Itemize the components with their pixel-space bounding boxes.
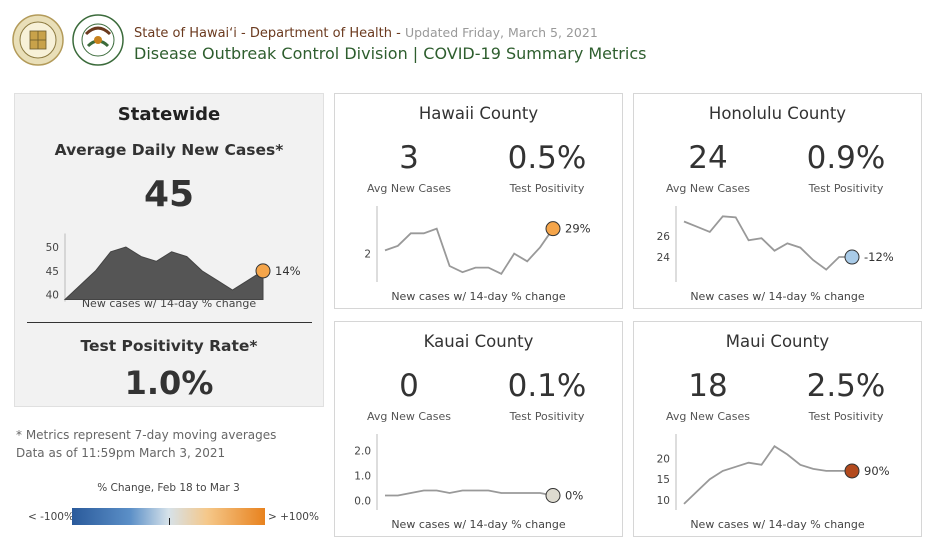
- pct-change-label: 29%: [565, 222, 591, 236]
- county-title: Hawaii County: [418, 104, 539, 123]
- y-tick-label: 40: [46, 290, 59, 302]
- cases-area: [63, 246, 264, 300]
- divider: [27, 322, 312, 323]
- chart-caption: New cases w/ 14-day % change: [391, 290, 566, 303]
- header-department: State of Hawaiʻi - Department of Health …: [134, 25, 598, 41]
- test-positivity-value: 0.9%: [806, 140, 886, 176]
- y-tick-label: 1.0: [354, 471, 371, 483]
- pct-change-label: -12%: [864, 250, 894, 264]
- pct-change-label: 0%: [565, 489, 583, 503]
- avg-new-cases-label: Avg New Cases: [366, 410, 451, 423]
- hawaii-county-panel: Hawaii County 3 0.5% Avg New Cases Test …: [334, 93, 623, 309]
- cases-line: [385, 489, 554, 497]
- avg-new-cases-label: Avg New Cases: [366, 182, 451, 195]
- test-positivity-value: 0.1%: [507, 368, 587, 404]
- y-tick-label: 26: [657, 231, 671, 243]
- cases-line: [683, 215, 852, 271]
- avg-new-cases-label: Avg New Cases: [665, 410, 750, 423]
- avg-new-cases-value: 24: [688, 140, 728, 176]
- test-positivity-label: Test Positivity: [509, 182, 585, 195]
- latest-point-marker: [844, 463, 860, 479]
- updated-date: Updated Friday, March 5, 2021: [404, 25, 598, 40]
- y-tick-label: 24: [657, 252, 671, 264]
- avg-new-cases-value: 3: [399, 140, 419, 176]
- y-tick-label: 0.0: [354, 496, 371, 508]
- maui-county-panel: Maui County 18 2.5% Avg New Cases Test P…: [633, 321, 922, 537]
- latest-point-marker: [545, 221, 561, 237]
- county-cases-chart: 20 15 10 90%: [657, 434, 890, 510]
- y-tick-label: 45: [46, 266, 59, 278]
- avg-cases-value: 45: [143, 174, 195, 215]
- test-positivity-value: 2.5%: [806, 368, 886, 404]
- y-tick-label: 2.0: [354, 446, 371, 458]
- y-tick-label: 2: [364, 249, 371, 261]
- state-seal-logo: [12, 14, 64, 66]
- chart-caption: New cases w/ 14-day % change: [690, 518, 865, 531]
- chart-caption: New cases w/ 14-day % change: [391, 518, 566, 531]
- county-title: Kauai County: [423, 332, 534, 351]
- cases-line: [683, 444, 852, 505]
- legend-color-bar: [72, 508, 265, 525]
- avg-cases-label: Average Daily New Cases*: [54, 141, 284, 159]
- pct-change-label: 14%: [275, 264, 301, 278]
- test-positivity-value: 0.5%: [507, 140, 587, 176]
- test-positivity-label: Test Positivity: [808, 182, 884, 195]
- legend-high-label: > +100%: [268, 511, 319, 523]
- test-positivity-value: 1.0%: [124, 364, 214, 402]
- statewide-cases-chart: 50 45 40 14%: [46, 233, 301, 302]
- statewide-panel: Statewide Average Daily New Cases* 45 50…: [14, 93, 324, 407]
- test-positivity-label: Test Positivity Rate*: [80, 337, 258, 355]
- legend-zero-tick: [169, 518, 170, 525]
- health-dept-logo: [72, 14, 124, 66]
- county-cases-chart: 2.0 1.0 0.0 0%: [354, 434, 583, 510]
- y-tick-label: 15: [657, 474, 670, 486]
- y-tick-label: 50: [46, 242, 59, 254]
- department-name: State of Hawaiʻi - Department of Health …: [134, 26, 405, 41]
- page-title: Disease Outbreak Control Division | COVI…: [134, 44, 647, 63]
- footnote-data-date: Data as of 11:59pm March 3, 2021: [16, 446, 226, 460]
- legend-title: % Change, Feb 18 to Mar 3: [97, 482, 240, 494]
- honolulu-county-panel: Honolulu County 24 0.9% Avg New Cases Te…: [633, 93, 922, 309]
- county-title: Maui County: [725, 332, 830, 351]
- county-title: Honolulu County: [708, 104, 847, 123]
- statewide-chart-caption: New cases w/ 14-day % change: [81, 297, 257, 310]
- y-tick-label: 20: [657, 454, 670, 466]
- test-positivity-label: Test Positivity: [509, 410, 585, 423]
- latest-point-marker: [545, 488, 561, 503]
- latest-point-marker: [255, 263, 271, 279]
- legend-low-label: < -100%: [28, 511, 74, 523]
- county-cases-chart: 2 29%: [364, 206, 591, 282]
- cases-line: [384, 227, 554, 275]
- pct-change-label: 90%: [864, 464, 890, 478]
- kauai-county-panel: Kauai County 0 0.1% Avg New Cases Test P…: [334, 321, 623, 537]
- chart-caption: New cases w/ 14-day % change: [690, 290, 865, 303]
- avg-new-cases-value: 18: [688, 368, 728, 404]
- statewide-title: Statewide: [117, 104, 221, 125]
- avg-new-cases-value: 0: [399, 368, 419, 404]
- footnote-moving-average: * Metrics represent 7-day moving average…: [16, 428, 277, 442]
- county-cases-chart: 26 24 -12%: [657, 206, 894, 282]
- y-tick-label: 10: [657, 495, 670, 507]
- avg-new-cases-label: Avg New Cases: [665, 182, 750, 195]
- test-positivity-label: Test Positivity: [808, 410, 884, 423]
- latest-point-marker: [844, 249, 860, 265]
- header: State of Hawaiʻi - Department of Health …: [0, 0, 934, 84]
